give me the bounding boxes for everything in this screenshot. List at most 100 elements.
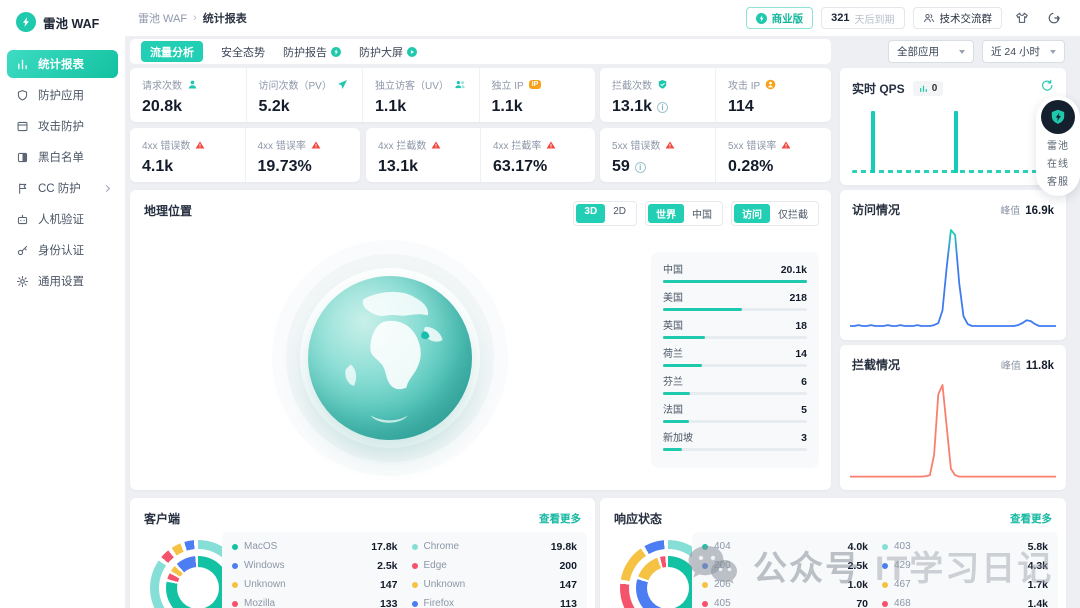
geo-country-row: 英国 18: [663, 317, 807, 339]
topbar: 雷池 WAF › 统计报表 商业版 321 天后到期 技术交流群: [125, 0, 1080, 36]
sidebar-item-captcha[interactable]: 人机验证: [7, 205, 118, 233]
sidebar-item-protected-apps[interactable]: 防护应用: [7, 81, 118, 109]
info-icon[interactable]: i: [657, 101, 669, 113]
sidebar-item-identity-auth[interactable]: 身份认证: [7, 236, 118, 264]
stat-4xx-error-rate: 4xx 错误率 19.73%: [244, 128, 361, 182]
country-bar-fill: [663, 419, 689, 423]
pro-feature-icon: [331, 46, 341, 57]
stat-uv: 独立访客（UV） 1.1k: [362, 68, 479, 122]
legend-dot-icon: [411, 600, 418, 607]
toggle-2d[interactable]: 2D: [613, 206, 626, 217]
refresh-icon[interactable]: [1041, 79, 1054, 97]
visit-trend-card: 访问情况 峰值 16.9k: [840, 190, 1066, 340]
legend-row: Unknown 147: [232, 575, 398, 594]
legend-dot-icon: [702, 562, 708, 569]
visit-trend-chart: [850, 229, 1056, 327]
legend-label: Firefox: [423, 598, 455, 608]
legend-value: 2.5k: [847, 559, 868, 572]
legend-label: 206: [714, 579, 731, 590]
sidebar-item-blackwhite-list[interactable]: 黑白名单: [7, 143, 118, 171]
qps-chart: [852, 106, 1054, 173]
visit-peak-value: 16.9k: [1025, 205, 1054, 217]
license-badge[interactable]: 商业版: [745, 7, 814, 29]
client-card: 客户端 查看更多 MacOS 17.8k Windows 2.5k Unknown 147…: [130, 498, 595, 608]
legend-row: 206 1.0k: [702, 575, 868, 594]
theme-skin-button[interactable]: [1010, 6, 1034, 30]
tab-security-posture[interactable]: 安全态势: [221, 46, 265, 59]
legend-value: 1.4k: [1027, 597, 1048, 608]
country-name: 新加坡: [663, 433, 693, 444]
response-status-card: 响应状态 查看更多 404 4.0k 200 2.5k 206 1.0k 405 70 403 5…: [600, 498, 1066, 608]
legend-label: Unknown: [244, 579, 286, 590]
geo-location-card: 地理位置 3D 2D 世界 中国 访问 仅拦截: [130, 190, 831, 490]
country-bar-track: [663, 419, 807, 423]
license-days-pill[interactable]: 321 天后到期: [821, 7, 905, 29]
tab-protection-report[interactable]: 防护报告: [283, 44, 341, 60]
response-lists: 404 4.0k 200 2.5k 206 1.0k 405 70 403 5.8k 429 4.3k…: [692, 532, 1058, 608]
country-bar-fill: [663, 279, 807, 283]
community-button[interactable]: 技术交流群: [912, 7, 1002, 29]
breadcrumb-root[interactable]: 雷池 WAF: [138, 13, 188, 25]
tab-traffic-analysis[interactable]: 流量分析: [141, 41, 203, 62]
toggle-3d[interactable]: 3D: [576, 204, 606, 223]
country-name: 英国: [663, 321, 683, 332]
caret-down-icon: [959, 49, 965, 54]
app-filter-select[interactable]: 全部应用: [888, 40, 974, 63]
stat-attack-ip: 攻击 IP 114: [715, 68, 831, 122]
stat-4xx-blocks: 4xx 拦截数 13.1k: [366, 128, 480, 182]
toggle-visits[interactable]: 访问: [734, 204, 770, 223]
qps-zero-baseline: [852, 170, 1054, 173]
block-peak-value: 11.8k: [1025, 360, 1054, 372]
legend-dot-icon: [411, 581, 418, 588]
client-more-link[interactable]: 查看更多: [539, 513, 581, 525]
legend-row: 429 4.3k: [882, 556, 1048, 575]
stat-pv: 访问次数（PV） 5.2k: [245, 68, 363, 122]
legend-dot-icon: [232, 600, 238, 607]
legend-dot-icon: [411, 543, 418, 550]
info-icon[interactable]: i: [634, 161, 646, 173]
legend-row: 403 5.8k: [882, 537, 1048, 556]
sidebar-item-attack-protection[interactable]: 攻击防护: [7, 112, 118, 140]
paper-plane-icon: [337, 80, 347, 89]
sidebar-item-general-settings[interactable]: 通用设置: [7, 267, 118, 295]
legend-label: 200: [714, 560, 731, 571]
response-more-link[interactable]: 查看更多: [1010, 513, 1052, 525]
online-support-widget[interactable]: 雷池 在线 客服: [1036, 96, 1080, 196]
toggle-blocks-only[interactable]: 仅拦截: [778, 210, 808, 221]
country-value: 18: [795, 320, 807, 332]
attacker-icon: [765, 79, 776, 90]
app-logo: 雷池 WAF: [0, 0, 125, 32]
sidebar-item-stats-report[interactable]: 统计报表: [7, 50, 118, 78]
caret-down-icon: [1050, 49, 1056, 54]
geo-metric-toggle: 访问 仅拦截: [731, 201, 819, 226]
legend-dot-icon: [232, 543, 238, 550]
legend-row: Mozilla 133: [232, 594, 398, 608]
tab-bar: 流量分析 安全态势 防护报告 防护大屏: [130, 39, 831, 64]
sidebar-item-cc-protection[interactable]: CC 防护: [7, 174, 118, 202]
legend-column: 403 5.8k 429 4.3k 467 1.7k 468 1.4k: [882, 537, 1048, 608]
legend-row: 405 70: [702, 594, 868, 608]
shield-icon: [17, 89, 28, 100]
breadcrumb-separator: ›: [193, 12, 197, 24]
legend-dot-icon: [882, 562, 888, 569]
legend-row: 468 1.4k: [882, 594, 1048, 608]
window-shield-icon: [17, 121, 28, 131]
toggle-china[interactable]: 中国: [692, 210, 712, 221]
license-days-value: 321: [831, 12, 850, 24]
logout-icon: [1048, 12, 1060, 24]
legend-dot-icon: [702, 600, 708, 607]
robot-icon: [17, 214, 28, 224]
support-text: 雷池: [1047, 141, 1069, 152]
legend-dot-icon: [882, 581, 888, 588]
globe-3d[interactable]: [308, 276, 472, 440]
toggle-world[interactable]: 世界: [648, 204, 684, 223]
legend-value: 147: [559, 578, 577, 591]
tab-protection-screen[interactable]: 防护大屏: [359, 44, 417, 60]
legend-label: 403: [894, 541, 911, 552]
geo-country-row: 法国 5: [663, 401, 807, 423]
time-range-select[interactable]: 近 24 小时: [982, 40, 1065, 63]
geo-country-row: 美国 218: [663, 289, 807, 311]
app-logo-text: 雷池 WAF: [43, 16, 100, 31]
4xx-errors-card: 4xx 错误数 4.1k 4xx 错误率 19.73%: [130, 128, 360, 182]
logout-button[interactable]: [1042, 6, 1066, 30]
